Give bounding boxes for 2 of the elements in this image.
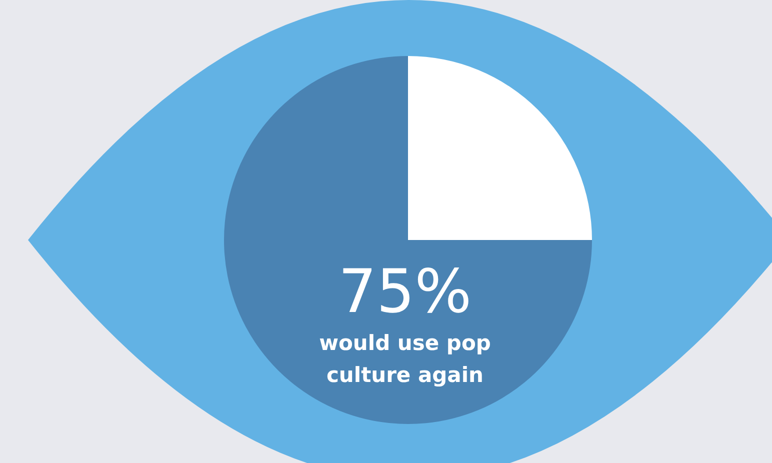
data-label: 75% <box>338 257 472 327</box>
text: would use pop culture again <box>319 331 491 387</box>
